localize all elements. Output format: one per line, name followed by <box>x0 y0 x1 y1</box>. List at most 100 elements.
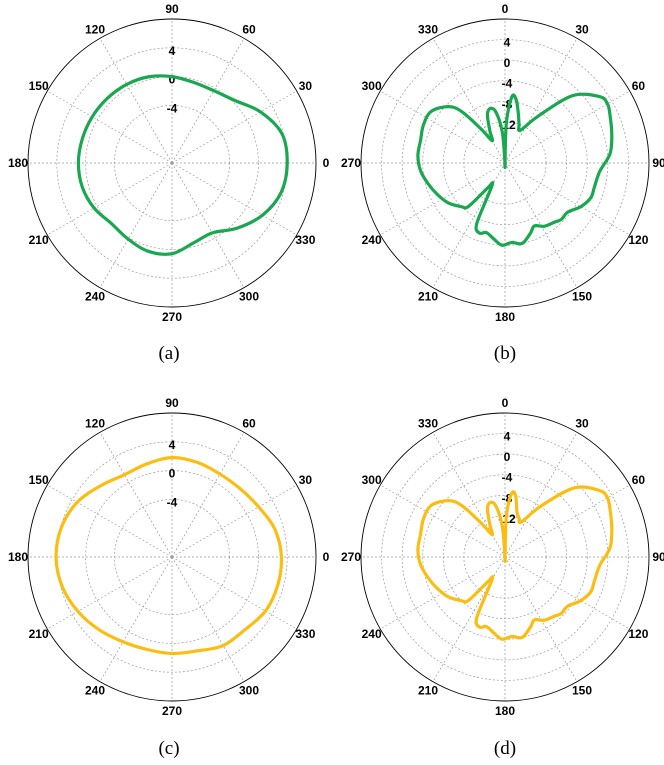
angular-grid-spoke <box>171 162 297 236</box>
radial-grid-circle <box>401 59 609 267</box>
angular-grid-spoke <box>99 432 173 558</box>
polar-chart-c: 0 30 60 90 120 150 180 210 240 270 300 330 4 0 -4 <box>8 396 330 718</box>
angle-tick-label: 150 <box>572 683 592 697</box>
angle-tick-label: 270 <box>162 704 182 718</box>
angle-tick-label: 330 <box>418 23 438 37</box>
angle-tick-label: 90 <box>652 550 664 564</box>
angular-grid-spoke <box>432 432 506 558</box>
angular-grid-spoke <box>47 90 173 164</box>
radial-tick-label: -4 <box>167 495 178 509</box>
angle-tick-label: 300 <box>362 79 382 93</box>
angular-grid-spoke <box>47 484 173 558</box>
radiation-pattern-line <box>54 456 284 656</box>
angular-grid-spoke <box>99 162 173 288</box>
angular-grid-spoke <box>432 38 506 164</box>
radial-grid-circle <box>381 39 629 287</box>
angle-tick-label: 180 <box>8 550 28 564</box>
angular-grid-spoke <box>47 556 173 630</box>
angle-tick-label: 330 <box>295 627 315 641</box>
polar-outer-circle <box>360 18 650 308</box>
angular-grid-spoke <box>504 38 578 164</box>
angle-tick-label: 210 <box>29 233 49 247</box>
angle-tick-label: 0 <box>502 396 509 410</box>
angle-tick-label: 300 <box>362 473 382 487</box>
radial-grid-circle <box>381 433 629 681</box>
angular-grid-spoke <box>47 162 173 236</box>
polar-outer-circle <box>360 412 650 702</box>
angular-grid-spoke <box>380 90 506 164</box>
angle-tick-label: 0 <box>502 2 509 16</box>
angle-tick-label: 330 <box>418 417 438 431</box>
caption-d: (d) <box>494 738 516 759</box>
angle-tick-label: 30 <box>299 473 313 487</box>
radial-grid-circle <box>85 470 259 644</box>
caption-c: (c) <box>158 738 179 759</box>
angular-grid-spoke <box>171 432 245 558</box>
angular-grid-spoke <box>432 556 506 682</box>
angle-tick-label: 270 <box>341 156 361 170</box>
angle-tick-label: 60 <box>242 23 256 37</box>
angle-tick-label: 150 <box>29 473 49 487</box>
radial-tick-label: 4 <box>504 36 511 50</box>
angle-tick-label: 210 <box>29 627 49 641</box>
angle-tick-label: 300 <box>239 683 259 697</box>
angular-grid-spoke <box>504 90 630 164</box>
angle-tick-label: 120 <box>85 23 105 37</box>
angle-tick-label: 150 <box>572 289 592 303</box>
angle-tick-label: 240 <box>362 233 382 247</box>
radial-tick-label: -4 <box>502 77 513 91</box>
radial-grid-circle <box>85 76 259 250</box>
angle-tick-label: 30 <box>575 23 589 37</box>
angular-grid-spoke <box>504 556 630 630</box>
angle-tick-label: 210 <box>418 683 438 697</box>
radial-tick-label: -8 <box>502 97 513 111</box>
angle-tick-label: 270 <box>341 550 361 564</box>
angular-grid-spoke <box>380 484 506 558</box>
angular-grid-spoke <box>171 484 297 558</box>
angle-tick-label: 90 <box>165 2 179 16</box>
radiation-pattern-line <box>416 92 614 247</box>
angular-grid-spoke <box>171 162 245 288</box>
radial-tick-label: 0 <box>169 467 176 481</box>
angle-tick-label: 180 <box>495 310 515 324</box>
angular-grid-spoke <box>171 38 245 164</box>
angular-grid-spoke <box>432 162 506 288</box>
radial-tick-label: 4 <box>169 438 176 452</box>
radial-tick-label: -8 <box>502 491 513 505</box>
angle-tick-label: 300 <box>239 289 259 303</box>
angle-tick-label: 240 <box>362 627 382 641</box>
angle-tick-label: 330 <box>295 233 315 247</box>
angle-tick-label: 0 <box>323 550 330 564</box>
angular-grid-spoke <box>504 484 630 558</box>
angle-tick-label: 120 <box>628 233 648 247</box>
angle-tick-label: 30 <box>575 417 589 431</box>
radial-tick-label: 0 <box>504 56 511 70</box>
angular-grid-spoke <box>99 38 173 164</box>
angle-tick-label: 120 <box>628 627 648 641</box>
angular-grid-spoke <box>504 432 578 558</box>
angle-tick-label: 60 <box>242 417 256 431</box>
angle-tick-label: 30 <box>299 79 313 93</box>
polar-outer-circle <box>27 18 317 308</box>
angle-tick-label: 120 <box>85 417 105 431</box>
caption-b: (b) <box>494 343 516 364</box>
angle-tick-label: 60 <box>632 79 646 93</box>
angular-grid-spoke <box>171 556 245 682</box>
angle-tick-label: 150 <box>29 79 49 93</box>
polar-outer-circle <box>27 412 317 702</box>
angular-grid-spoke <box>171 556 297 630</box>
radiation-pattern-line <box>416 485 614 641</box>
radial-grid-circle <box>401 453 609 661</box>
angle-tick-label: 180 <box>8 156 28 170</box>
radial-tick-label: 0 <box>504 450 511 464</box>
radial-tick-label: -4 <box>167 101 178 115</box>
caption-a: (a) <box>158 343 179 364</box>
angle-tick-label: 240 <box>85 289 105 303</box>
radiation-pattern-line <box>76 74 289 256</box>
angle-tick-label: 90 <box>652 156 664 170</box>
radial-tick-label: 0 <box>169 73 176 87</box>
polar-chart-a: 0 30 60 90 120 150 180 210 240 270 300 330 4 0 -4 <box>8 2 330 324</box>
angle-tick-label: 60 <box>632 473 646 487</box>
